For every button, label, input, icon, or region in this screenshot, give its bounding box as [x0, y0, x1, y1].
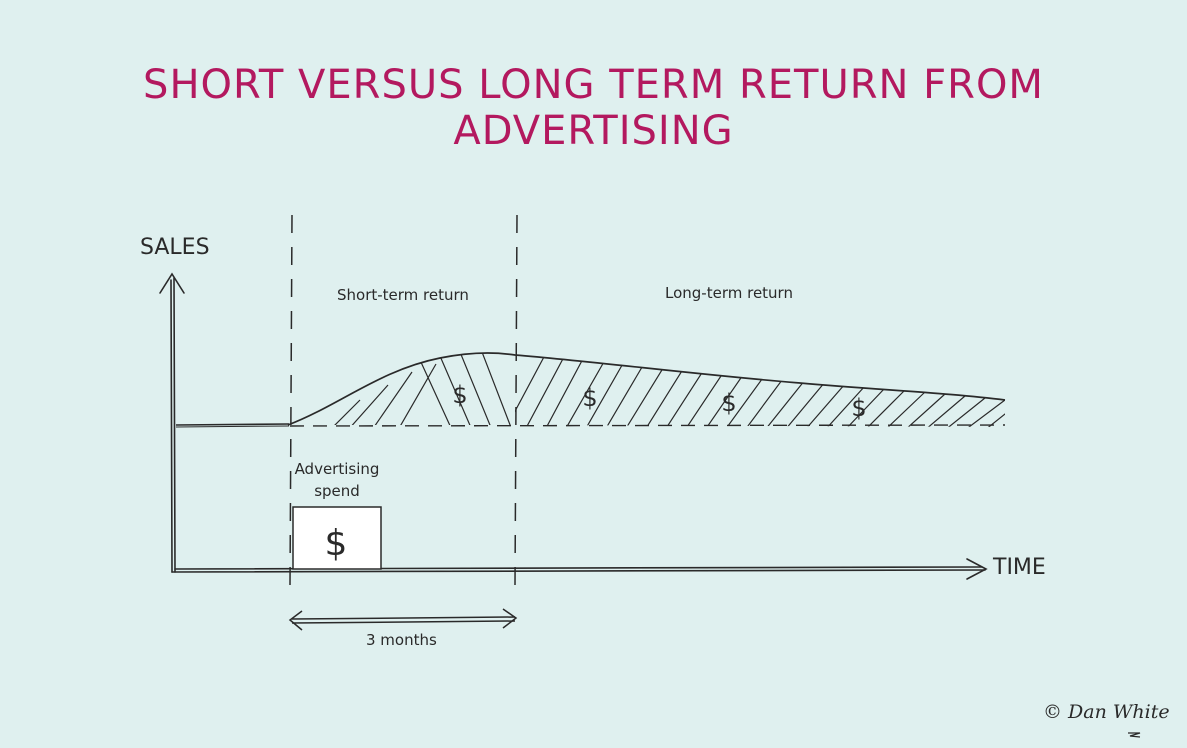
- duration-arrow: [288, 608, 518, 631]
- y-axis-line: [173, 277, 176, 573]
- diagram-title: SHORT VERSUS LONG TERM RETURN FROM ADVER…: [143, 62, 1044, 154]
- sales-curve: [287, 352, 1006, 426]
- spend-symbol: $: [325, 523, 348, 564]
- x-axis-label: TIME: [993, 555, 1046, 580]
- advertising-spend-label: Advertising spend: [277, 458, 397, 502]
- return-symbol-4: $: [851, 394, 866, 422]
- y-axis-line-2: [170, 279, 173, 573]
- spend-label-line2: spend: [314, 482, 360, 500]
- short-term-label: Short-term return: [337, 286, 469, 304]
- y-axis-arrowhead: [159, 272, 185, 294]
- y-axis-label: SALES: [140, 235, 210, 260]
- credit-underline: [1128, 732, 1141, 738]
- x-axis-arrowhead: [966, 558, 988, 580]
- advertising-spend-box: [292, 506, 382, 570]
- return-symbol-3: $: [721, 389, 736, 417]
- long-term-hatch: [515, 355, 1005, 427]
- baseline-sales-line: [175, 423, 290, 426]
- long-term-label: Long-term return: [665, 284, 793, 302]
- return-symbol-1: $: [452, 381, 467, 409]
- return-symbol-2: $: [582, 384, 597, 412]
- spend-label-line1: Advertising: [294, 460, 380, 478]
- divider-start-line: [289, 214, 293, 586]
- credit-text: © Dan White: [1043, 701, 1170, 723]
- baseline-sales-line-2: [175, 425, 290, 428]
- duration-label: 3 months: [366, 631, 437, 649]
- divider-end-line: [514, 214, 518, 586]
- x-axis-line: [171, 569, 986, 573]
- short-term-hatch: [329, 353, 513, 425]
